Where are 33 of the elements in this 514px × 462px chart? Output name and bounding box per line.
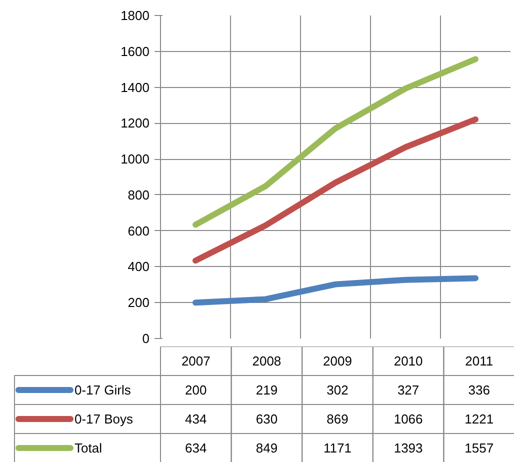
legend-label: 0-17 Girls	[74, 382, 132, 398]
data-label: 630	[256, 412, 278, 426]
data-label: 336	[468, 382, 490, 398]
data-label: 219	[256, 382, 278, 398]
legend-label: 0-17 Boys	[74, 412, 134, 426]
y-tick-label: 1200	[120, 116, 150, 131]
y-tick-label: 200	[128, 295, 150, 310]
legend-label: Total	[74, 440, 102, 456]
data-label: 200	[185, 382, 207, 398]
x-tick-label: 2007	[181, 354, 210, 368]
data-label: 869	[326, 412, 348, 426]
y-tick-label: 1800	[120, 8, 150, 23]
data-label: 1557	[464, 440, 494, 456]
x-tick-label: 2011	[465, 354, 494, 368]
x-tick-label: 2010	[394, 354, 423, 368]
data-label: 327	[397, 382, 420, 398]
data-label: 1221	[464, 412, 494, 426]
data-label: 1171	[324, 440, 352, 456]
y-tick-label: 600	[128, 223, 150, 238]
y-tick-label: 1000	[120, 152, 150, 167]
x-tick-label: 2009	[323, 354, 352, 368]
data-label: 1393	[394, 440, 423, 456]
x-tick-label: 2008	[252, 354, 282, 368]
y-tick-label: 400	[128, 259, 150, 274]
data-label: 849	[256, 440, 278, 456]
data-label: 634	[185, 440, 207, 456]
y-tick-label: 0	[142, 331, 150, 346]
y-tick-label: 1400	[120, 80, 150, 95]
y-tick-label: 800	[128, 187, 150, 202]
data-label: 302	[326, 382, 348, 398]
y-tick-label: 1600	[120, 44, 150, 59]
data-label: 1066	[394, 412, 423, 426]
data-label: 434	[185, 412, 207, 426]
